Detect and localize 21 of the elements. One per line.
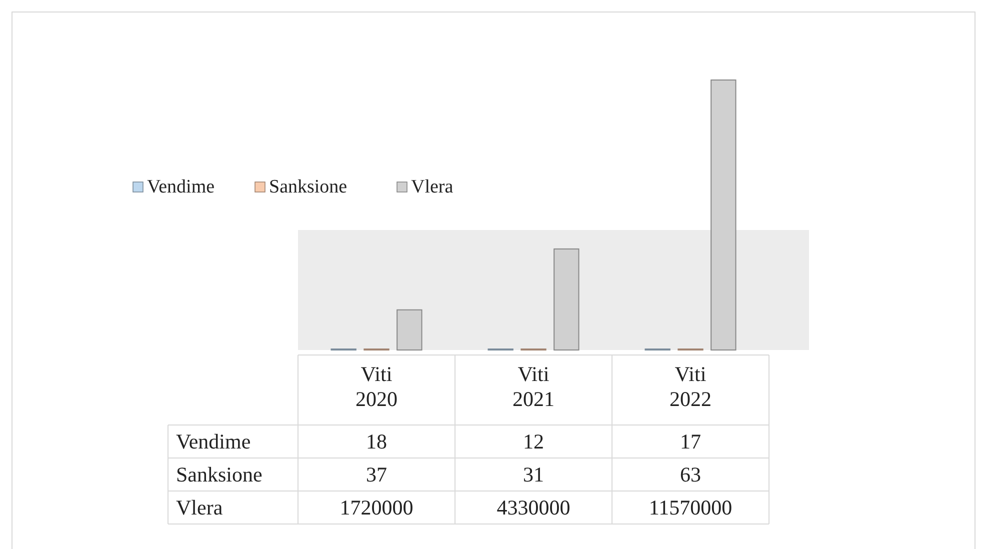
data-label: 11570000	[648, 496, 732, 520]
text: Sanksione	[176, 462, 262, 486]
legend-label: Vlera	[411, 176, 454, 198]
text: Vendime	[176, 430, 251, 454]
data-label: 37	[366, 462, 387, 486]
bar	[396, 309, 422, 350]
x-tick-label: Viti 2021	[512, 362, 554, 411]
legend-label: Sanksione	[269, 176, 348, 198]
data-label: 1720000	[340, 496, 414, 520]
data-label: 31	[523, 462, 544, 486]
x-tick-label: Viti 2022	[670, 362, 712, 411]
data-label: 63	[680, 462, 701, 486]
data-label: 18	[366, 430, 387, 454]
x-tick-label: Viti 2020	[356, 362, 398, 411]
data-label: 12	[523, 430, 544, 454]
data-label: 17	[680, 430, 701, 454]
bar	[710, 80, 736, 350]
text: Vlera	[176, 496, 223, 520]
bar	[554, 248, 580, 350]
legend-label: Vendime	[147, 176, 215, 198]
data-label: 4330000	[496, 496, 570, 520]
